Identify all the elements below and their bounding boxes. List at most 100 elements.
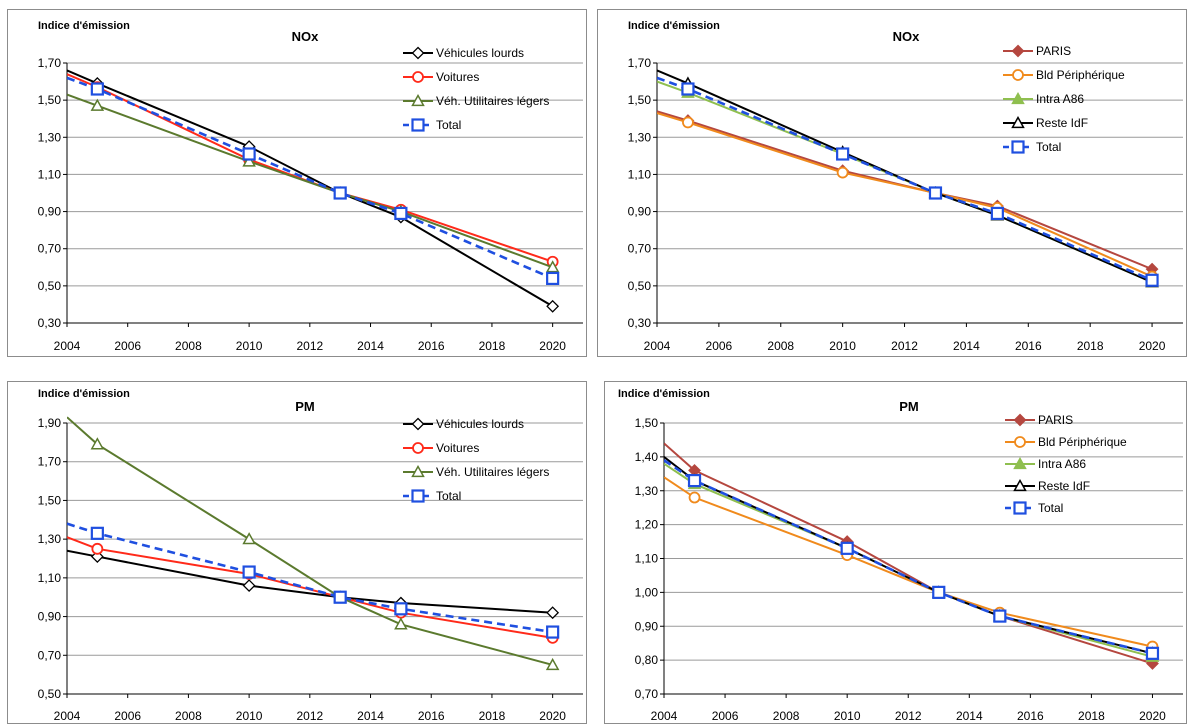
legend-marker — [411, 417, 425, 431]
y-tick-label: 1,10 — [635, 552, 659, 566]
x-tick-label: 2008 — [773, 709, 800, 723]
legend-swatch — [1003, 91, 1033, 105]
data-point — [688, 491, 701, 504]
legend-label: Véhicules lourds — [436, 46, 525, 60]
legend-item: Total — [401, 113, 549, 137]
legend-item: Total — [1001, 135, 1125, 159]
data-point — [840, 541, 854, 555]
y-tick-label: 1,50 — [635, 416, 659, 430]
legend-marker — [412, 442, 424, 454]
legend-label: PARIS — [1036, 44, 1072, 58]
y-tick-label: 1,30 — [38, 532, 62, 546]
x-tick-label: 2020 — [539, 709, 566, 723]
y-tick-label: 1,10 — [38, 571, 62, 585]
legend-swatch — [403, 118, 433, 132]
x-tick-label: 2016 — [1015, 339, 1042, 353]
y-tick-label: 1,40 — [635, 450, 659, 464]
legend-item: Reste IdF — [1001, 111, 1125, 135]
legend-swatch — [403, 464, 433, 478]
data-point — [242, 565, 256, 579]
data-point — [836, 166, 849, 179]
x-tick-label: 2004 — [651, 709, 678, 723]
y-axis-label: Indice d'émission — [618, 388, 710, 400]
x-tick-label: 2020 — [1139, 709, 1166, 723]
legend-marker — [1011, 115, 1025, 129]
legend-marker — [411, 489, 425, 503]
data-point — [546, 625, 560, 639]
legend-label: Total — [436, 118, 462, 132]
data-point — [394, 617, 408, 630]
y-tick-label: 0,90 — [628, 205, 652, 219]
legend-item: Voitures — [401, 436, 549, 460]
data-point — [836, 147, 850, 161]
series-total — [664, 459, 1160, 660]
data-point — [928, 186, 943, 200]
x-tick-label: 2018 — [1078, 709, 1105, 723]
y-tick-label: 1,70 — [38, 455, 62, 469]
legend-swatch — [403, 417, 433, 431]
legend-marker — [411, 93, 425, 107]
y-tick-label: 1,30 — [628, 130, 652, 144]
x-tick-label: 2020 — [1139, 339, 1166, 353]
chart-panel-pm-zones: 0,70 0,80 0,90 1,00 1,10 1,20 1,30 1,40 1,50 2004… — [604, 381, 1187, 724]
chart-panel-pm-vehicles: 0,50 0,70 0,90 1,10 1,30 1,50 1,70 1,90 2004 2006… — [7, 381, 587, 724]
y-tick-label: 0,90 — [635, 619, 659, 633]
y-axis-label: Indice d'émission — [38, 20, 130, 32]
series-total — [657, 76, 1159, 287]
x-tick-label: 2018 — [479, 339, 506, 353]
data-point — [242, 154, 256, 167]
legend-label: Reste IdF — [1038, 479, 1091, 493]
legend-item: PARIS — [1003, 409, 1127, 431]
legend-marker — [1011, 44, 1025, 58]
series-total — [67, 76, 560, 286]
y-tick-label: 1,20 — [635, 518, 659, 532]
legend-item: Bld Périphérique — [1003, 431, 1127, 453]
data-point — [242, 147, 256, 161]
legend-label: Bld Périphérique — [1038, 435, 1127, 449]
legend-item: Total — [1003, 497, 1127, 519]
x-tick-label: 2018 — [479, 709, 506, 723]
series-line — [67, 93, 553, 269]
series-line — [664, 476, 1153, 648]
y-tick-label: 1,70 — [38, 56, 62, 70]
legend-swatch — [1003, 69, 1033, 81]
chart-legend: PARIS Bld Périphérique Intra A86 Reste IdF T… — [1001, 39, 1125, 159]
y-tick-label: 1,10 — [38, 167, 62, 181]
series-line — [67, 549, 553, 614]
series-line — [67, 416, 553, 666]
chart-title: NOx — [291, 29, 319, 44]
chart-title: PM — [295, 399, 315, 414]
x-tick-label: 2020 — [539, 339, 566, 353]
y-tick-label: 0,30 — [38, 316, 62, 330]
chart-panel-nox-zones: 0,30 0,50 0,70 0,90 1,10 1,30 1,50 1,70 2004 2006… — [597, 9, 1187, 357]
legend-swatch — [1005, 436, 1035, 448]
legend-marker — [412, 71, 424, 83]
data-point — [90, 82, 104, 96]
x-tick-label: 2014 — [953, 339, 980, 353]
data-point — [242, 532, 256, 545]
legend-swatch — [403, 442, 433, 454]
chart-legend: Véhicules lourds Voitures Véh. Utilitaires… — [401, 412, 549, 508]
data-point — [546, 271, 560, 286]
x-tick-label: 2004 — [54, 339, 81, 353]
legend-swatch — [403, 71, 433, 83]
y-tick-label: 0,70 — [38, 648, 62, 662]
legend-swatch — [403, 489, 433, 503]
legend-label: Total — [436, 489, 462, 503]
data-point — [90, 526, 104, 540]
legend-label: Reste IdF — [1036, 116, 1089, 130]
chart-title: PM — [899, 399, 919, 414]
y-tick-label: 0,30 — [628, 316, 652, 330]
x-tick-label: 2010 — [834, 709, 861, 723]
legend-label: Véhicules lourds — [436, 417, 525, 431]
y-tick-label: 0,80 — [635, 653, 659, 667]
series-v-hicules-lourds — [67, 549, 560, 620]
y-axis-label: Indice d'émission — [38, 388, 130, 400]
legend-swatch — [1005, 456, 1035, 470]
legend-item: PARIS — [1001, 39, 1125, 63]
legend-marker — [1011, 140, 1025, 154]
legend-item: Intra A86 — [1001, 87, 1125, 111]
data-point — [394, 206, 408, 221]
legend-swatch — [1003, 140, 1033, 154]
legend-label: PARIS — [1038, 413, 1074, 427]
